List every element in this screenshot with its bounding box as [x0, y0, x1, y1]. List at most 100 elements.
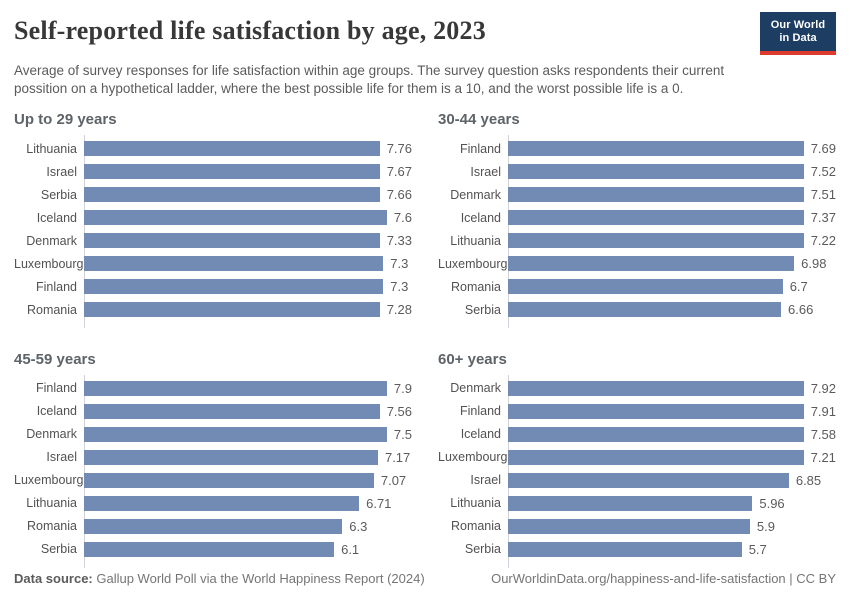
bar-lithuania[interactable] — [84, 141, 380, 156]
bar-luxembourg[interactable] — [508, 449, 804, 465]
panel-up-to-29: Up to 29 years Lithuania 7.76 Israel 7.67 Se… — [14, 111, 412, 332]
country-label: Israel — [470, 164, 501, 179]
bar-track: 7.52 — [508, 164, 836, 179]
panel-title: 45-59 years — [14, 350, 96, 368]
bar-denmark[interactable] — [84, 233, 380, 248]
bar-row: Finland 7.91 — [438, 400, 836, 423]
bar-track: 7.6 — [84, 210, 412, 225]
bar-row: Luxembourg 7.07 — [14, 469, 412, 492]
value-label: 7.17 — [384, 449, 411, 465]
y-axis-line — [84, 374, 85, 568]
bar-track: 7.33 — [84, 233, 412, 248]
panel-45-59: 45-59 years Finland 7.9 Iceland 7.56 Denmark… — [14, 351, 412, 572]
bar-denmark[interactable] — [508, 380, 804, 396]
bar-row: Israel 7.67 — [14, 160, 412, 183]
bar-row: Romania 7.28 — [14, 298, 412, 321]
bar-israel[interactable] — [84, 164, 380, 179]
value-label: 7.21 — [810, 449, 836, 465]
chart-subtitle: Average of survey responses for life sat… — [14, 63, 725, 96]
bar-iceland[interactable] — [508, 210, 804, 225]
bar-denmark[interactable] — [508, 187, 804, 202]
country-label: Iceland — [460, 427, 501, 441]
country-label: Luxembourg — [14, 256, 84, 271]
bar-luxembourg[interactable] — [508, 256, 795, 271]
country-label: Serbia — [40, 542, 77, 556]
value-label: 7.52 — [810, 164, 836, 179]
bar-serbia[interactable] — [84, 541, 335, 557]
country-label: Iceland — [36, 210, 77, 225]
bar-row: Finland 7.9 — [14, 377, 412, 400]
bar-rows: Finland 7.69 Israel 7.52 Denmark 7.51 Iceland 7… — [438, 135, 836, 328]
bar-row: Iceland 7.6 — [14, 206, 412, 229]
bar-romania[interactable] — [508, 518, 750, 534]
country-label: Iceland — [460, 210, 501, 225]
bar-lithuania[interactable] — [508, 233, 804, 248]
bar-rows: Finland 7.9 Iceland 7.56 Denmark 7.5 Israel 7.1… — [14, 374, 412, 568]
bar-row: Serbia 6.66 — [438, 298, 836, 321]
bar-track: 7.37 — [508, 210, 836, 225]
bar-row: Romania 5.9 — [438, 515, 836, 538]
y-axis-line — [508, 374, 509, 568]
country-label: Luxembourg — [438, 450, 508, 464]
bar-iceland[interactable] — [84, 210, 387, 225]
bar-serbia[interactable] — [84, 187, 380, 202]
bar-track: 7.56 — [84, 403, 412, 419]
bar-row: Lithuania 5.96 — [438, 492, 836, 515]
bar-row: Israel 7.17 — [14, 446, 412, 469]
bar-finland[interactable] — [508, 141, 804, 156]
value-label: 6.66 — [788, 302, 814, 317]
panel-title: 60+ years — [438, 350, 507, 368]
bar-romania[interactable] — [508, 279, 783, 294]
country-label: Romania — [26, 302, 77, 317]
bar-israel[interactable] — [508, 472, 789, 488]
bar-finland[interactable] — [508, 403, 804, 419]
bar-rows: Denmark 7.92 Finland 7.91 Iceland 7.58 Luxembo… — [438, 374, 836, 568]
bar-iceland[interactable] — [508, 426, 804, 442]
bar-row: Iceland 7.56 — [14, 400, 412, 423]
bar-serbia[interactable] — [508, 302, 782, 317]
value-label: 7.3 — [390, 279, 409, 294]
panel-30-44: 30-44 years Finland 7.69 Israel 7.52 Denmark… — [438, 111, 836, 332]
country-label: Denmark — [26, 233, 77, 248]
bar-row: Iceland 7.37 — [438, 206, 836, 229]
value-label: 7.33 — [386, 233, 412, 248]
value-label: 7.37 — [810, 210, 836, 225]
bar-track: 6.85 — [508, 472, 836, 488]
owid-logo[interactable]: Our World in Data — [760, 12, 836, 55]
bar-finland[interactable] — [84, 380, 387, 396]
bar-serbia[interactable] — [508, 541, 742, 557]
value-label: 7.76 — [386, 141, 412, 156]
bar-row: Finland 7.69 — [438, 137, 836, 160]
bar-finland[interactable] — [84, 279, 384, 294]
bar-track: 7.66 — [84, 187, 412, 202]
country-label: Luxembourg — [14, 473, 84, 487]
bar-romania[interactable] — [84, 302, 380, 317]
attribution-link[interactable]: OurWorldinData.org/happiness-and-life-sa… — [491, 571, 836, 586]
country-label: Romania — [450, 519, 501, 533]
bar-row: Denmark 7.5 — [14, 423, 412, 446]
bar-luxembourg[interactable] — [84, 472, 374, 488]
bar-denmark[interactable] — [84, 426, 387, 442]
bar-israel[interactable] — [84, 449, 378, 465]
bar-track: 7.5 — [84, 426, 412, 442]
bar-israel[interactable] — [508, 164, 804, 179]
bar-iceland[interactable] — [84, 403, 380, 419]
bar-track: 7.76 — [84, 141, 412, 156]
country-label: Israel — [470, 473, 501, 487]
country-label: Serbia — [464, 542, 501, 556]
bar-lithuania[interactable] — [508, 495, 753, 511]
bar-track: 7.28 — [84, 302, 412, 317]
country-label: Iceland — [36, 404, 77, 418]
bar-row: Serbia 6.1 — [14, 538, 412, 561]
bar-row: Lithuania 7.22 — [438, 229, 836, 252]
bar-lithuania[interactable] — [84, 495, 360, 511]
bar-romania[interactable] — [84, 518, 343, 534]
country-label: Finland — [460, 404, 501, 418]
country-label: Finland — [36, 381, 77, 395]
bar-track: 7.9 — [84, 380, 412, 396]
value-label: 7.67 — [386, 164, 412, 179]
bar-track: 5.96 — [508, 495, 836, 511]
value-label: 7.28 — [386, 302, 412, 317]
bar-luxembourg[interactable] — [84, 256, 384, 271]
